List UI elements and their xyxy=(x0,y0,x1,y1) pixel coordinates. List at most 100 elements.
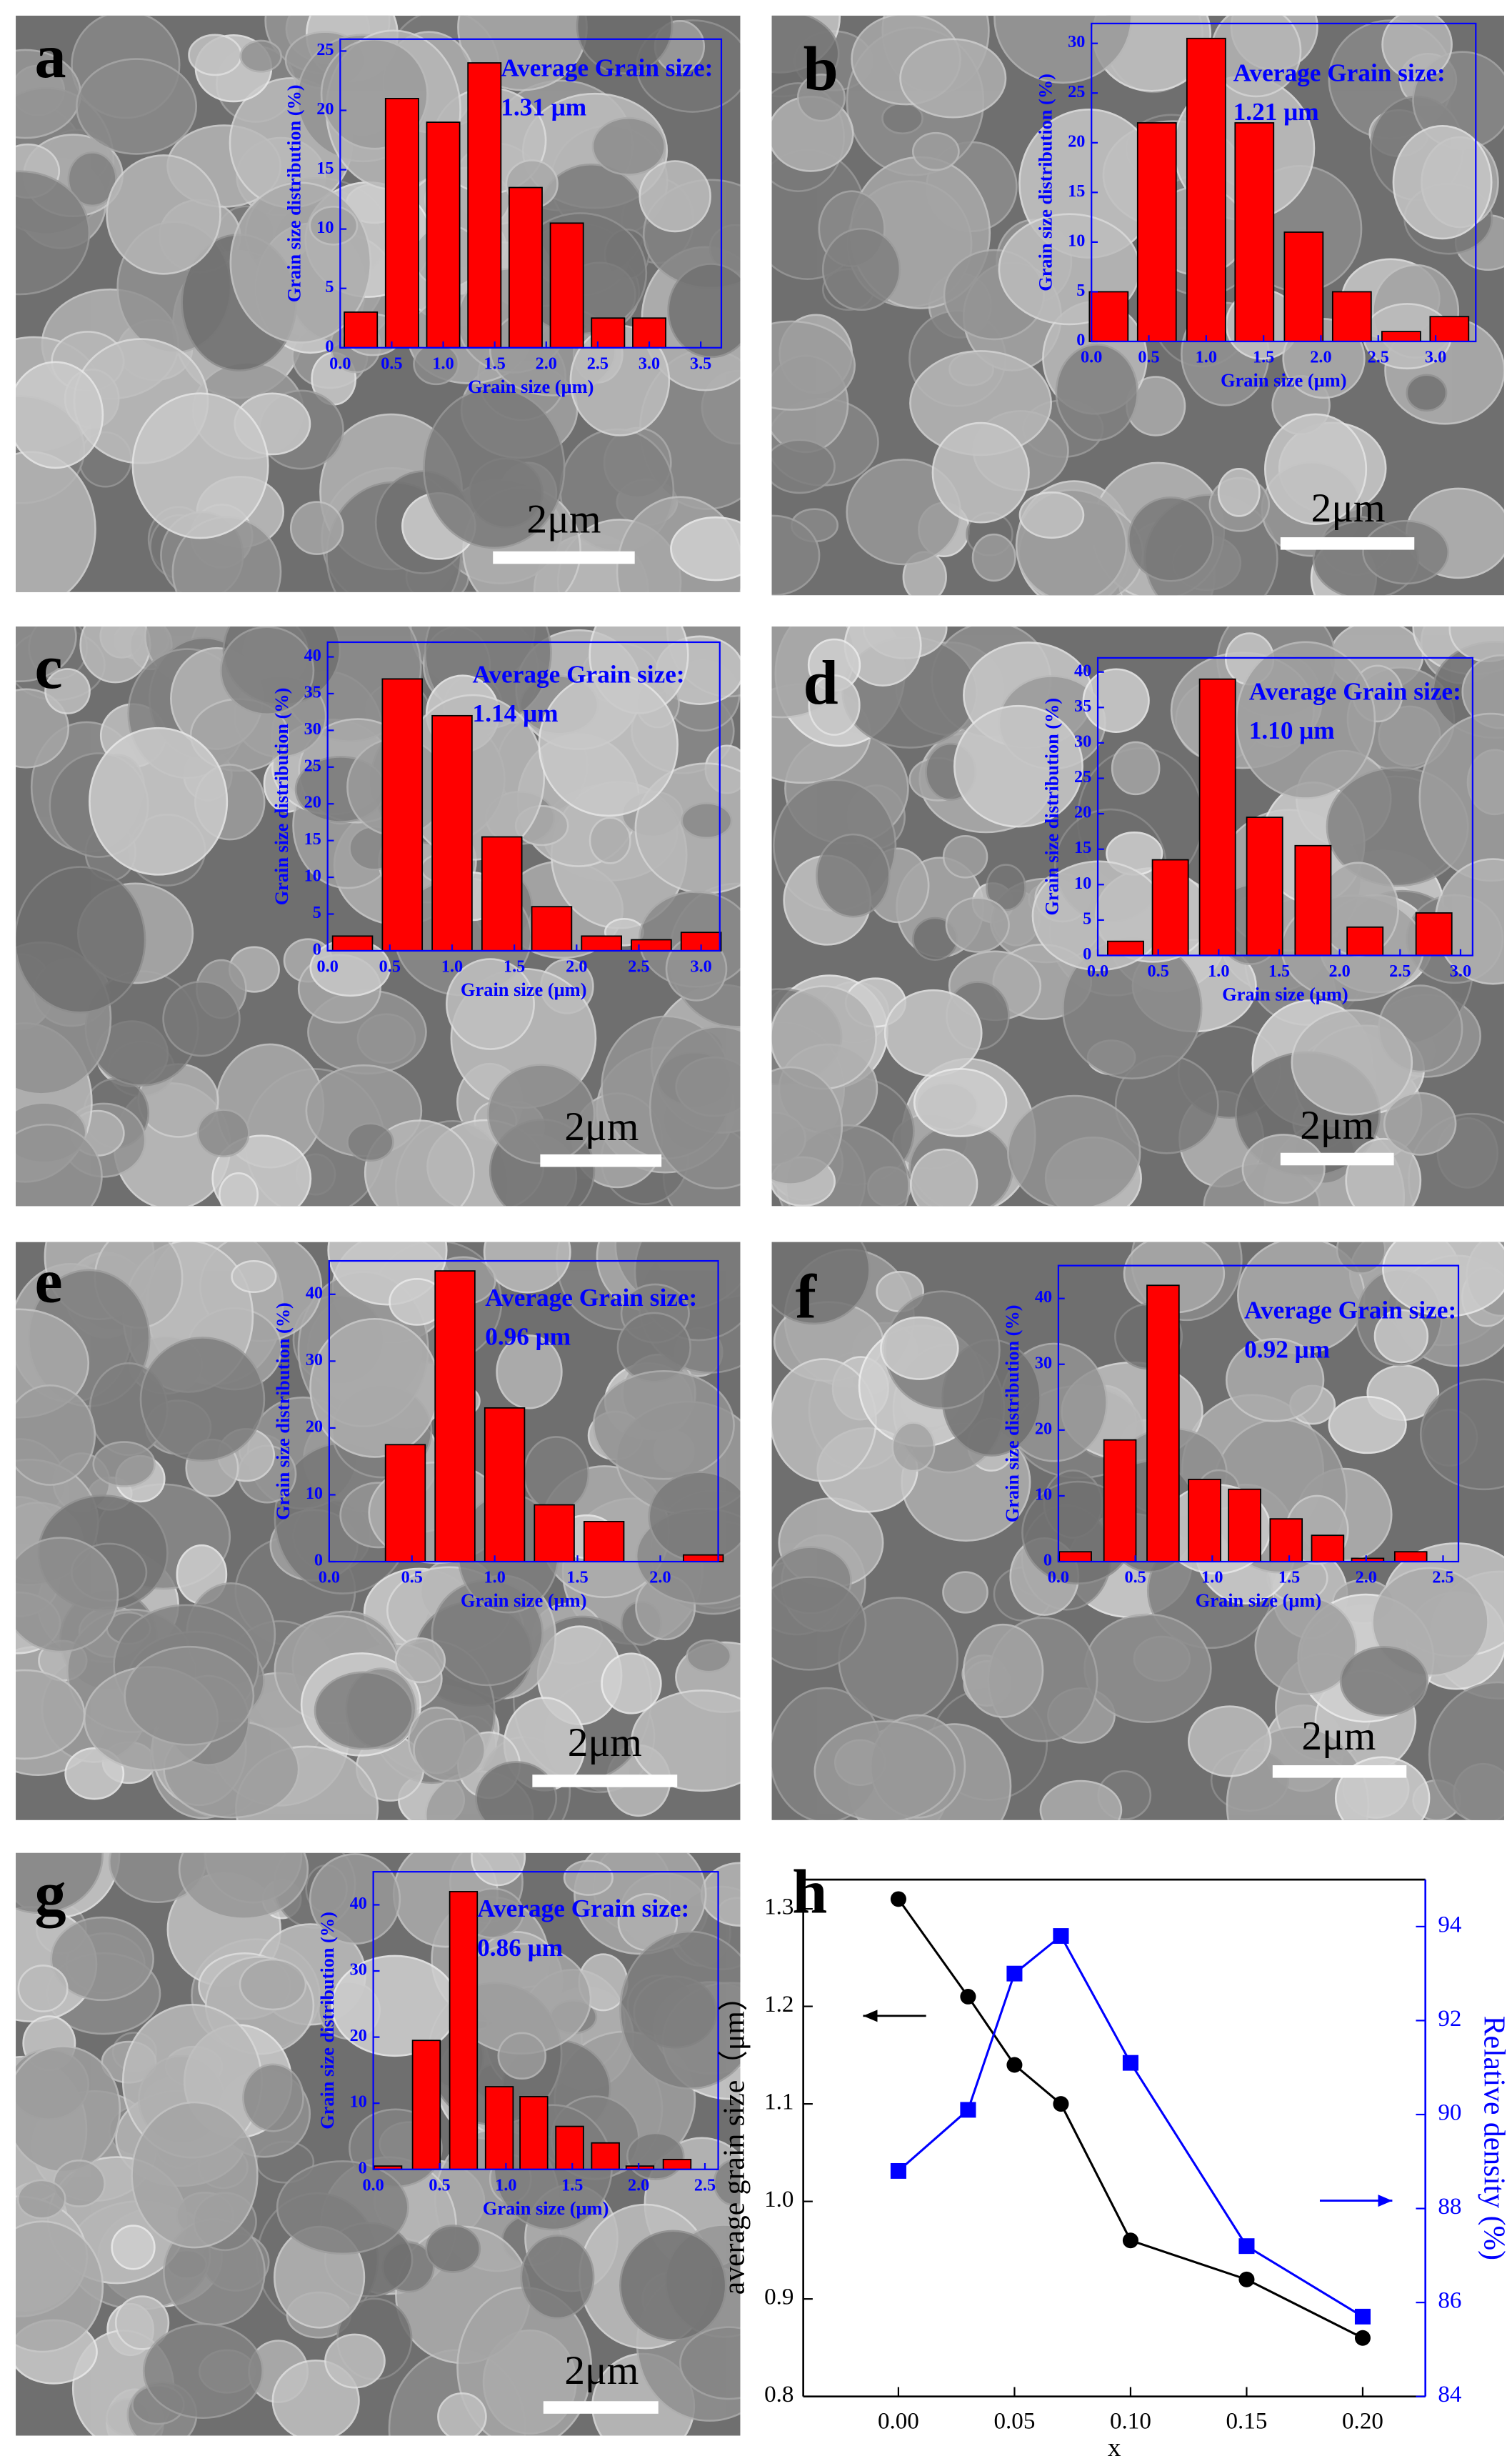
y-tick-label: 30 xyxy=(350,1960,367,1980)
y-tick-label: 25 xyxy=(1074,767,1091,787)
grain xyxy=(64,1747,125,1800)
y-tick-label: 25 xyxy=(304,756,321,775)
grain xyxy=(16,2179,66,2220)
y2-tick-label: 88 xyxy=(1438,2194,1461,2220)
marker xyxy=(890,1891,906,1907)
y-tick-label: 40 xyxy=(1035,1287,1052,1307)
x-tick-label: 0.5 xyxy=(429,2175,450,2195)
bar xyxy=(1294,844,1332,957)
x-tick-label: 3.0 xyxy=(1450,962,1471,981)
x-tick-label: 0.5 xyxy=(381,354,402,373)
annotation: Average Grain size: xyxy=(501,54,713,82)
bar xyxy=(1393,1551,1428,1562)
grain xyxy=(1383,1092,1457,1156)
x-tick-label: 1.0 xyxy=(484,1568,506,1587)
grain xyxy=(67,151,117,207)
y-tick-label: 10 xyxy=(304,867,321,886)
x-tick-label: 0.0 xyxy=(329,354,351,373)
y2-tick-label: 86 xyxy=(1438,2288,1461,2314)
y-axis-label: Grain size distribution (%) xyxy=(271,688,292,906)
x-axis-label: Grain size (μm) xyxy=(461,1589,587,1611)
x-tick-label: 2.5 xyxy=(1368,348,1389,367)
annotation: Average Grain size: xyxy=(1244,1297,1456,1324)
grain xyxy=(771,1066,843,1185)
panel: f 2μm 0.0 0.5 1.0 1.5 2.0 2.5 0 10 20 30 40 Grain siz… xyxy=(771,1242,1504,1820)
y-tick-label: 0 xyxy=(1083,944,1091,964)
y-axis-label: average grain size（μm） xyxy=(719,1982,751,2295)
bar xyxy=(1331,291,1372,342)
y-tick-label: 40 xyxy=(306,1283,323,1302)
axes-frame xyxy=(326,641,721,952)
y-tick-label: 10 xyxy=(306,1484,323,1503)
grain xyxy=(314,1671,414,1750)
bar xyxy=(384,98,419,349)
grain xyxy=(425,2225,481,2273)
y-tick-label: 10 xyxy=(316,218,334,237)
marker xyxy=(1053,2096,1069,2112)
x-tick-label: 1.0 xyxy=(1208,962,1229,981)
grain xyxy=(1339,1645,1429,1717)
grain xyxy=(1362,519,1450,585)
y-tick-label: 20 xyxy=(316,99,334,119)
x-tick-label: 1.5 xyxy=(561,2175,583,2195)
grain xyxy=(17,1965,69,2012)
panel-label: e xyxy=(35,1247,63,1317)
grain xyxy=(993,15,1133,84)
scale-bar-label: 2μm xyxy=(1301,1714,1376,1759)
bar xyxy=(331,935,374,952)
grain xyxy=(1328,1395,1407,1454)
x-tick-label: 0.5 xyxy=(401,1568,423,1587)
grain xyxy=(239,39,282,73)
x-tick-label: 1.0 xyxy=(1196,348,1217,367)
y-tick-label: 0 xyxy=(359,2158,367,2177)
x-tick-label: 1.5 xyxy=(1268,962,1290,981)
grain xyxy=(188,34,242,76)
x-tick-label: 1.5 xyxy=(1278,1568,1300,1587)
grain xyxy=(1392,125,1493,240)
grain xyxy=(589,817,631,864)
grain xyxy=(445,958,535,1050)
bar xyxy=(411,2040,441,2170)
bar xyxy=(484,1407,526,1562)
grain xyxy=(681,802,733,839)
axes-frame xyxy=(328,1259,719,1563)
bar xyxy=(467,62,502,349)
grain xyxy=(16,1537,119,1653)
y-tick-label: 25 xyxy=(316,40,334,59)
marker xyxy=(1122,2232,1138,2249)
x-tick-label: 2.0 xyxy=(628,2175,649,2195)
x-tick-label: 0.05 xyxy=(993,2409,1035,2435)
grain xyxy=(413,1718,486,1782)
x-tick-label: 2.0 xyxy=(649,1568,671,1587)
x-tick-label: 0.5 xyxy=(379,957,401,977)
annotation: 0.96 μm xyxy=(485,1323,571,1351)
panel: g 2μm 0.0 0.5 1.0 1.5 2.0 2.5 0 10 20 30 40 Grain siz… xyxy=(16,1852,741,2436)
axes-frame xyxy=(339,38,723,349)
grain xyxy=(1381,15,1453,80)
bar xyxy=(481,836,523,952)
grain xyxy=(437,2392,487,2436)
x-tick-label: 3.0 xyxy=(1425,348,1446,367)
grain xyxy=(686,1639,732,1673)
grain xyxy=(16,2220,104,2353)
grain xyxy=(44,668,91,714)
grain xyxy=(496,1334,563,1409)
y-tick-label: 0 xyxy=(325,336,334,356)
y-tick-label: 25 xyxy=(1068,82,1085,101)
scale-bar xyxy=(493,551,635,564)
grain xyxy=(667,263,741,359)
grain xyxy=(231,1259,277,1293)
grain xyxy=(1291,1009,1413,1116)
chart-background xyxy=(771,1852,1504,2436)
y-tick-label: 1.2 xyxy=(764,1992,793,2017)
y-tick-label: 10 xyxy=(350,2092,367,2112)
grain xyxy=(679,2326,741,2400)
grain xyxy=(911,131,960,171)
grain xyxy=(1373,1309,1429,1364)
axes-frame xyxy=(1096,657,1473,957)
y2-tick-label: 92 xyxy=(1438,2006,1461,2032)
grain xyxy=(771,1242,871,1325)
axes-frame xyxy=(1057,1264,1460,1563)
scale-bar-label: 2μm xyxy=(1300,1103,1374,1148)
